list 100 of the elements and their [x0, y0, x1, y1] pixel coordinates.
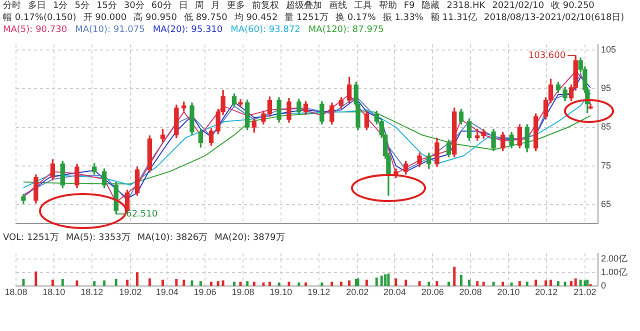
bar — [436, 281, 438, 286]
bar — [384, 274, 387, 286]
text: 均 90.452 — [234, 13, 278, 24]
x-tick-label: 21.02 — [574, 287, 596, 298]
x-tick-label: 19.08 — [232, 287, 254, 298]
x-tick-label: 19.10 — [270, 287, 292, 298]
text: MA(5): 3353万 — [66, 233, 130, 244]
bar — [175, 279, 178, 286]
text: MA(10): 3826万 — [137, 233, 208, 244]
bar — [448, 282, 450, 286]
bar — [482, 282, 485, 286]
bar — [404, 280, 408, 286]
bar — [222, 280, 224, 286]
bar — [239, 282, 242, 286]
y-tick-label: 105 — [601, 44, 616, 55]
bar — [233, 282, 236, 286]
text: MA(20): 95.310 — [152, 25, 223, 36]
text: MA(120): 87.975 — [308, 25, 384, 36]
bar — [387, 274, 390, 286]
text: 1分 — [53, 1, 68, 12]
x-tick-label: 18.08 — [4, 287, 28, 298]
bar — [579, 280, 582, 286]
bar — [262, 282, 265, 286]
bar — [61, 279, 64, 286]
x-tick-label: 19.02 — [119, 287, 142, 298]
text: 额 11.31亿 — [430, 13, 477, 24]
bar — [216, 281, 220, 286]
bar — [518, 281, 521, 286]
bar — [34, 272, 38, 286]
text: MA(20): 3879万 — [214, 233, 285, 244]
text: 振 1.33% — [382, 13, 424, 24]
text: 前复权 — [252, 1, 279, 12]
text: 工具 — [354, 1, 372, 12]
bar — [570, 281, 572, 286]
bar — [340, 282, 342, 286]
y-tick-label: 0 — [601, 280, 606, 291]
bar — [526, 282, 528, 286]
bar — [298, 282, 300, 286]
bar — [365, 280, 368, 286]
text: 多日 — [28, 1, 46, 12]
bar — [320, 282, 324, 286]
text: 60分 — [151, 1, 172, 12]
text: 量 1251万 — [284, 13, 328, 24]
text: 低 89.750 — [184, 13, 228, 24]
bar — [584, 280, 586, 286]
bar — [182, 280, 186, 286]
text: 收 90.250 — [551, 1, 594, 12]
text: MA(10): 91.075 — [75, 25, 145, 36]
text: VOL: 1251万 — [3, 233, 59, 244]
x-tick-label: 20.12 — [535, 287, 558, 298]
text: 周 — [194, 1, 204, 12]
text: 30分 — [124, 1, 144, 12]
bar — [394, 278, 398, 286]
bar — [252, 282, 256, 286]
bar — [199, 281, 202, 286]
text: 更多 — [226, 1, 245, 12]
x-tick-label: 20.04 — [383, 287, 406, 298]
text: 2018/08/13-2021/02/10(618日) — [484, 13, 624, 24]
bar — [76, 280, 78, 286]
bar — [476, 281, 479, 286]
bar — [534, 280, 538, 286]
x-tick-label: 20.08 — [459, 287, 482, 298]
text: 隐藏 — [422, 1, 440, 12]
bar — [544, 280, 547, 286]
bar — [348, 280, 351, 286]
bar — [210, 282, 212, 286]
text: 月 — [210, 1, 220, 12]
y-tick-label: 95 — [601, 83, 612, 94]
y-tick-label: 1.00亿 — [601, 267, 628, 278]
y-tick-label: 65 — [601, 198, 612, 209]
y-tick-label: 2.00亿 — [601, 253, 628, 264]
bar — [22, 279, 25, 286]
bar — [460, 274, 462, 286]
bar — [550, 280, 552, 286]
bar — [510, 282, 513, 286]
bar — [162, 280, 164, 286]
text: MA(5): 90.730 — [3, 25, 68, 36]
bar — [468, 280, 471, 286]
bar — [51, 280, 54, 286]
bar — [428, 282, 430, 286]
text: 超级叠加 — [286, 1, 322, 12]
text: 高 90.950 — [134, 13, 177, 24]
x-tick-label: 19.06 — [194, 287, 216, 298]
bar — [93, 281, 96, 286]
bar — [304, 282, 307, 286]
text: 帮助 — [378, 1, 397, 12]
text: F9 — [404, 1, 415, 12]
x-tick-label: 20.06 — [421, 287, 444, 298]
bar — [148, 278, 151, 286]
text: 换 0.17% — [335, 13, 376, 24]
text: MA(60): 93.872 — [230, 25, 300, 36]
text: 画线 — [328, 1, 347, 12]
annotation: 62.510 — [126, 209, 158, 220]
y-tick-label: 75 — [601, 160, 612, 170]
x-tick-label: 20.10 — [497, 287, 520, 298]
bar — [574, 278, 577, 286]
bar — [268, 282, 271, 286]
x-tick-label: 19.04 — [156, 287, 178, 298]
bar — [375, 278, 378, 286]
text: 2021/02/10 — [492, 1, 544, 12]
